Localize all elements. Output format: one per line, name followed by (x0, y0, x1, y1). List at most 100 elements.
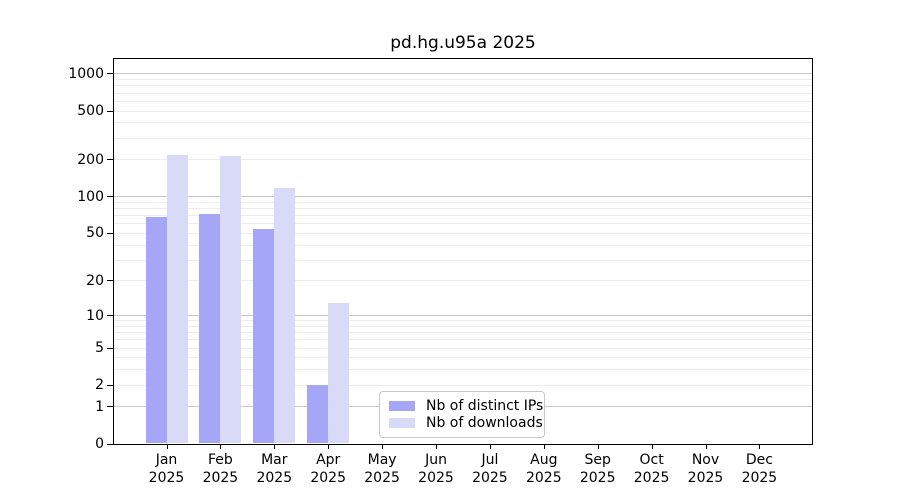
y-tick-label: 5 (95, 340, 104, 357)
x-tick-year: 2025 (418, 470, 454, 486)
x-tick (597, 444, 599, 449)
plot-area (113, 58, 813, 445)
y-tick-label: 50 (86, 225, 104, 242)
y-tick (107, 110, 113, 112)
gridline-minor (114, 347, 812, 349)
legend-item-distinct-ips: Nb of distinct IPs (389, 397, 543, 415)
gridline-minor (114, 223, 812, 225)
gridline-minor (114, 159, 812, 161)
x-tick-month: Aug (530, 452, 558, 468)
x-tick-label: Mar 2025 (242, 451, 306, 487)
x-tick-year: 2025 (633, 470, 670, 486)
y-tick (107, 406, 113, 408)
gridline-minor (114, 85, 812, 87)
x-tick-year: 2025 (364, 470, 400, 486)
legend-swatch-distinct-ips-icon (389, 400, 415, 411)
x-tick-month: Oct (639, 452, 664, 468)
x-tick-year: 2025 (202, 470, 239, 486)
x-tick-year: 2025 (310, 470, 346, 486)
legend-label-downloads: Nb of downloads (426, 415, 543, 432)
x-tick-label: Jul 2025 (458, 451, 522, 487)
y-tick-label: 100 (77, 188, 104, 205)
gridline-minor (114, 339, 812, 341)
x-tick-label: May 2025 (350, 451, 414, 487)
bar-distinct-ips (307, 385, 329, 443)
x-tick-month: Jul (481, 452, 499, 468)
gridline-minor (114, 332, 812, 334)
x-tick-year: 2025 (525, 470, 562, 486)
legend: Nb of distinct IPs Nb of downloads (379, 391, 545, 438)
y-tick-label: 20 (86, 272, 104, 289)
x-tick (166, 444, 168, 449)
x-tick-month: Jan (155, 452, 178, 468)
gridline-minor (114, 384, 812, 386)
gridline-minor (114, 201, 812, 203)
gridline-minor (114, 122, 812, 124)
bar-distinct-ips (253, 229, 275, 443)
bar-downloads (220, 156, 242, 443)
y-tick-label: 200 (77, 151, 104, 168)
x-tick-year: 2025 (741, 470, 778, 486)
x-tick (759, 444, 761, 449)
y-tick (107, 73, 113, 75)
y-tick (107, 196, 113, 198)
gridline-minor (114, 259, 812, 261)
x-tick (543, 444, 545, 449)
x-tick-label: Nov 2025 (674, 451, 738, 487)
gridline-major (114, 315, 812, 317)
y-tick-label: 500 (77, 103, 104, 120)
y-tick (107, 280, 113, 282)
x-tick-label: Jun 2025 (404, 451, 468, 487)
y-tick (107, 159, 113, 161)
y-tick-label: 2 (95, 377, 104, 394)
x-tick (382, 444, 384, 449)
x-tick-year: 2025 (148, 470, 185, 486)
x-tick (651, 444, 653, 449)
x-tick-year: 2025 (472, 470, 508, 486)
x-tick-label: Apr 2025 (296, 451, 360, 487)
bar-distinct-ips (199, 214, 221, 443)
x-tick (220, 444, 222, 449)
y-tick (107, 384, 113, 386)
x-tick (436, 444, 437, 449)
y-tick (107, 443, 113, 445)
x-tick (274, 444, 276, 449)
x-tick-label: Dec 2025 (727, 451, 791, 487)
gridline-minor (114, 357, 812, 359)
gridline-minor (114, 208, 812, 210)
gridline-minor (114, 110, 812, 112)
gridline-minor (114, 215, 812, 217)
gridline-minor (114, 320, 812, 322)
x-tick-year: 2025 (687, 470, 724, 486)
x-tick-month: May (367, 452, 397, 468)
gridline-minor (114, 137, 812, 139)
y-tick-label: 1000 (68, 65, 104, 82)
y-tick (107, 347, 113, 349)
gridline-minor (114, 369, 812, 371)
x-tick-month: Feb (207, 452, 233, 468)
x-tick-year: 2025 (256, 470, 293, 486)
gridline-minor (114, 92, 812, 94)
y-tick (107, 232, 113, 234)
x-tick-label: Sep 2025 (566, 451, 630, 487)
x-tick-label: Feb 2025 (188, 451, 252, 487)
legend-label-distinct-ips: Nb of distinct IPs (426, 397, 544, 414)
gridline-minor (114, 280, 812, 282)
x-tick-month: Sep (584, 452, 611, 468)
bar-downloads (328, 302, 350, 443)
y-tick-label: 0 (95, 436, 104, 452)
gridline-major (114, 196, 812, 198)
gridline-major (114, 73, 812, 75)
legend-item-downloads: Nb of downloads (389, 415, 543, 433)
gridline-minor (114, 244, 812, 246)
x-tick-month: Dec (745, 452, 773, 468)
x-tick-year: 2025 (579, 470, 616, 486)
gridline-minor (114, 79, 812, 81)
y-tick (107, 315, 113, 317)
x-tick (705, 444, 707, 449)
x-tick-label: Aug 2025 (512, 451, 576, 487)
x-tick-label: Jan 2025 (135, 451, 199, 487)
x-tick-month: Jun (425, 452, 447, 468)
x-tick-label: Oct 2025 (620, 451, 684, 487)
